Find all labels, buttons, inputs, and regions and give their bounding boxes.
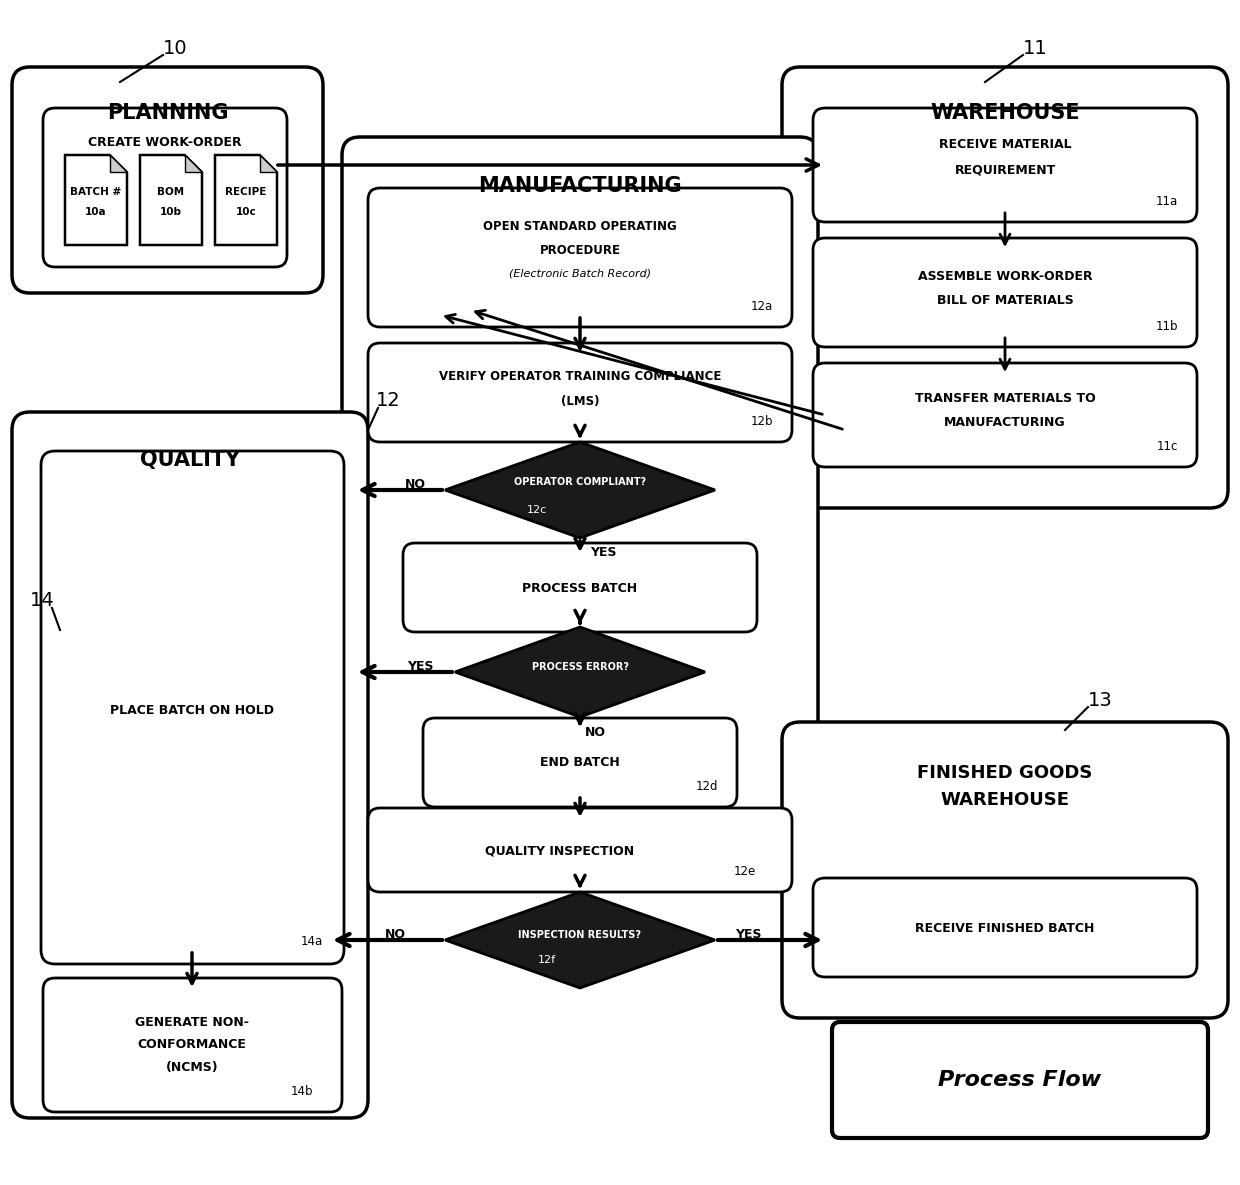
FancyBboxPatch shape (43, 978, 342, 1112)
Polygon shape (185, 155, 202, 172)
Text: PROCEDURE: PROCEDURE (539, 243, 620, 256)
Text: END BATCH: END BATCH (541, 756, 620, 769)
Polygon shape (215, 155, 277, 245)
Text: 10c: 10c (236, 207, 257, 217)
Text: 11a: 11a (1156, 196, 1178, 209)
Text: PLACE BATCH ON HOLD: PLACE BATCH ON HOLD (110, 704, 274, 717)
Text: 14: 14 (30, 590, 55, 609)
FancyBboxPatch shape (403, 543, 756, 632)
FancyBboxPatch shape (342, 137, 818, 867)
Text: 13: 13 (1087, 691, 1112, 710)
Text: VERIFY OPERATOR TRAINING COMPLIANCE: VERIFY OPERATOR TRAINING COMPLIANCE (439, 371, 722, 384)
FancyBboxPatch shape (368, 188, 792, 327)
Text: QUALITY: QUALITY (140, 450, 241, 470)
Text: 12a: 12a (750, 300, 773, 313)
Text: BATCH #: BATCH # (71, 187, 122, 197)
FancyBboxPatch shape (813, 878, 1197, 976)
Text: MANUFACTURING: MANUFACTURING (479, 177, 682, 196)
Text: YES: YES (735, 929, 761, 942)
Text: 11b: 11b (1156, 320, 1178, 333)
Text: NO: NO (384, 929, 405, 942)
Text: 14b: 14b (290, 1085, 312, 1098)
FancyBboxPatch shape (12, 412, 368, 1117)
Text: MANUFACTURING: MANUFACTURING (944, 416, 1066, 429)
Text: NO: NO (404, 479, 425, 492)
Text: 12d: 12d (696, 780, 718, 793)
Text: BILL OF MATERIALS: BILL OF MATERIALS (936, 295, 1074, 307)
Text: 12e: 12e (734, 865, 756, 878)
Text: 11: 11 (1023, 38, 1048, 58)
Text: WAREHOUSE: WAREHOUSE (940, 792, 1069, 809)
Text: 12c: 12c (527, 505, 547, 515)
Text: RECEIVE FINISHED BATCH: RECEIVE FINISHED BATCH (915, 922, 1095, 935)
Polygon shape (64, 155, 126, 245)
Text: CONFORMANCE: CONFORMANCE (138, 1038, 247, 1051)
Polygon shape (259, 155, 277, 172)
Text: RECIPE: RECIPE (226, 187, 267, 197)
Text: Process Flow: Process Flow (939, 1070, 1101, 1090)
Text: CREATE WORK-ORDER: CREATE WORK-ORDER (88, 136, 242, 149)
Text: (Electronic Batch Record): (Electronic Batch Record) (508, 269, 651, 278)
Text: 12f: 12f (538, 955, 556, 965)
FancyBboxPatch shape (782, 68, 1228, 508)
Text: NO: NO (585, 725, 606, 738)
Text: WAREHOUSE: WAREHOUSE (930, 103, 1080, 123)
FancyBboxPatch shape (813, 363, 1197, 467)
Text: YES: YES (590, 545, 616, 558)
FancyBboxPatch shape (813, 108, 1197, 222)
Text: 12: 12 (376, 391, 401, 410)
Text: 12b: 12b (750, 415, 773, 428)
Polygon shape (140, 155, 202, 245)
Text: OPEN STANDARD OPERATING: OPEN STANDARD OPERATING (484, 219, 677, 232)
Text: ASSEMBLE WORK-ORDER: ASSEMBLE WORK-ORDER (918, 270, 1092, 283)
Text: 14a: 14a (301, 935, 322, 948)
Polygon shape (455, 627, 706, 717)
FancyBboxPatch shape (813, 238, 1197, 347)
Text: (NCMS): (NCMS) (166, 1061, 218, 1074)
Text: 10b: 10b (160, 207, 182, 217)
FancyBboxPatch shape (423, 718, 737, 807)
Text: YES: YES (407, 660, 433, 673)
Text: PLANNING: PLANNING (107, 103, 228, 123)
Text: GENERATE NON-: GENERATE NON- (135, 1017, 249, 1030)
FancyBboxPatch shape (782, 722, 1228, 1018)
Text: 10: 10 (162, 38, 187, 58)
Text: BOM: BOM (157, 187, 185, 197)
FancyBboxPatch shape (43, 108, 286, 267)
FancyBboxPatch shape (368, 342, 792, 442)
Text: 11c: 11c (1157, 440, 1178, 453)
Text: 10a: 10a (86, 207, 107, 217)
Polygon shape (109, 155, 126, 172)
Text: REQUIREMENT: REQUIREMENT (955, 164, 1055, 177)
Polygon shape (445, 442, 715, 538)
Text: OPERATOR COMPLIANT?: OPERATOR COMPLIANT? (513, 478, 646, 487)
Text: INSPECTION RESULTS?: INSPECTION RESULTS? (518, 930, 641, 940)
FancyBboxPatch shape (368, 808, 792, 892)
Text: TRANSFER MATERIALS TO: TRANSFER MATERIALS TO (915, 392, 1095, 405)
FancyBboxPatch shape (41, 451, 343, 965)
Text: PROCESS ERROR?: PROCESS ERROR? (532, 662, 629, 672)
FancyBboxPatch shape (832, 1021, 1208, 1138)
Polygon shape (445, 892, 715, 988)
Text: FINISHED GOODS: FINISHED GOODS (918, 764, 1092, 782)
Text: PROCESS BATCH: PROCESS BATCH (522, 582, 637, 595)
Text: RECEIVE MATERIAL: RECEIVE MATERIAL (939, 139, 1071, 152)
Text: (LMS): (LMS) (560, 395, 599, 408)
FancyBboxPatch shape (12, 68, 322, 293)
Text: QUALITY INSPECTION: QUALITY INSPECTION (485, 845, 635, 858)
